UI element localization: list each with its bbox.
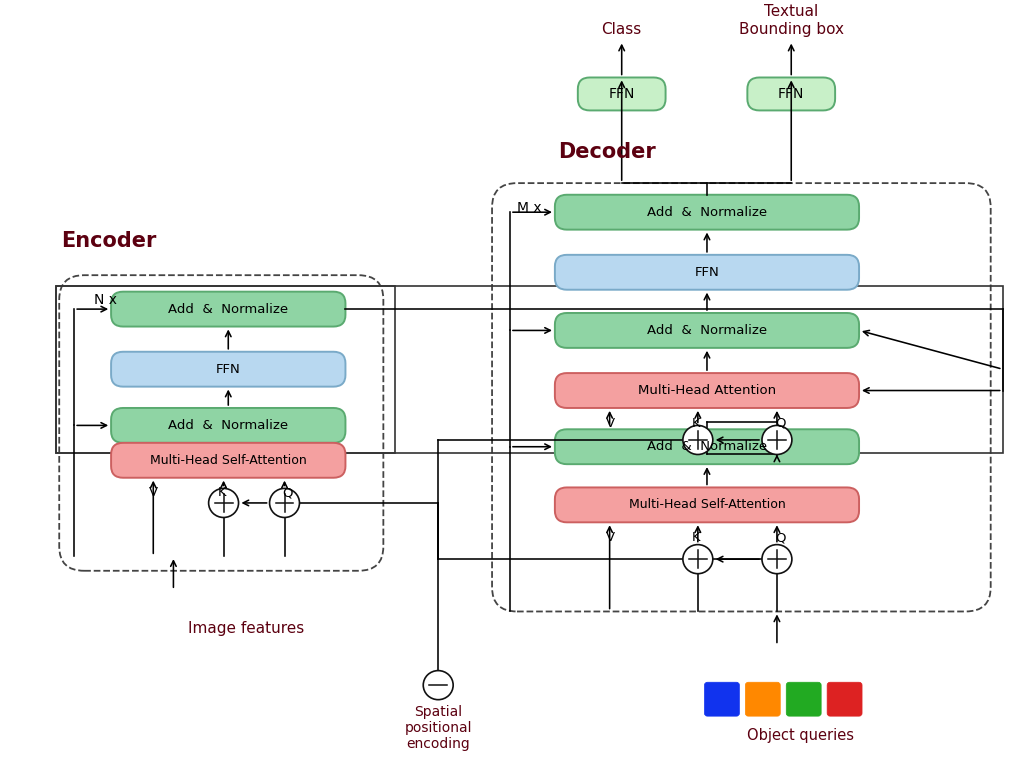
Text: V: V <box>605 531 614 544</box>
FancyBboxPatch shape <box>555 195 859 230</box>
Text: FFN: FFN <box>216 362 241 375</box>
Text: Q: Q <box>775 531 785 544</box>
FancyBboxPatch shape <box>786 683 821 716</box>
Text: Object queries: Object queries <box>748 728 854 743</box>
Text: FFN: FFN <box>608 87 635 101</box>
Text: K: K <box>692 417 700 430</box>
Text: FFN: FFN <box>694 266 719 279</box>
FancyBboxPatch shape <box>555 429 859 464</box>
FancyBboxPatch shape <box>748 77 836 110</box>
Text: Add  &  Normalize: Add & Normalize <box>168 303 289 316</box>
Text: Q: Q <box>775 417 785 430</box>
Text: N x: N x <box>94 293 117 306</box>
Text: Multi-Head Attention: Multi-Head Attention <box>638 384 776 397</box>
Text: Image features: Image features <box>187 621 304 637</box>
Text: V: V <box>605 417 614 430</box>
Text: Multi-Head Self-Attention: Multi-Head Self-Attention <box>150 453 306 466</box>
Text: FFN: FFN <box>778 87 805 101</box>
FancyBboxPatch shape <box>578 77 666 110</box>
Text: K: K <box>218 486 226 499</box>
Text: Decoder: Decoder <box>558 142 655 162</box>
FancyBboxPatch shape <box>111 292 345 326</box>
Text: Q: Q <box>283 486 293 499</box>
Circle shape <box>269 489 299 518</box>
FancyBboxPatch shape <box>555 373 859 408</box>
Text: Textual
Bounding box: Textual Bounding box <box>738 5 844 37</box>
Circle shape <box>683 545 713 574</box>
FancyBboxPatch shape <box>705 683 739 716</box>
FancyBboxPatch shape <box>827 683 862 716</box>
FancyBboxPatch shape <box>555 487 859 522</box>
FancyBboxPatch shape <box>745 683 780 716</box>
Circle shape <box>423 670 454 699</box>
FancyBboxPatch shape <box>111 408 345 443</box>
Text: Add  &  Normalize: Add & Normalize <box>647 206 767 219</box>
Text: Spatial
positional
encoding: Spatial positional encoding <box>404 705 472 751</box>
Text: V: V <box>150 486 159 499</box>
Circle shape <box>762 425 792 454</box>
FancyBboxPatch shape <box>111 443 345 478</box>
Text: Encoder: Encoder <box>61 231 157 251</box>
Text: Multi-Head Self-Attention: Multi-Head Self-Attention <box>629 499 785 512</box>
Text: Add  &  Normalize: Add & Normalize <box>647 440 767 453</box>
Text: K: K <box>692 531 700 544</box>
Text: Add  &  Normalize: Add & Normalize <box>647 324 767 337</box>
Bar <box>56 286 1002 453</box>
Text: M x: M x <box>517 201 542 214</box>
FancyBboxPatch shape <box>555 313 859 348</box>
FancyBboxPatch shape <box>111 352 345 387</box>
Text: Add  &  Normalize: Add & Normalize <box>168 419 289 432</box>
Circle shape <box>683 425 713 454</box>
Circle shape <box>209 489 239 518</box>
FancyBboxPatch shape <box>555 255 859 290</box>
Circle shape <box>762 545 792 574</box>
Text: Class: Class <box>601 21 642 37</box>
Bar <box>56 286 395 453</box>
